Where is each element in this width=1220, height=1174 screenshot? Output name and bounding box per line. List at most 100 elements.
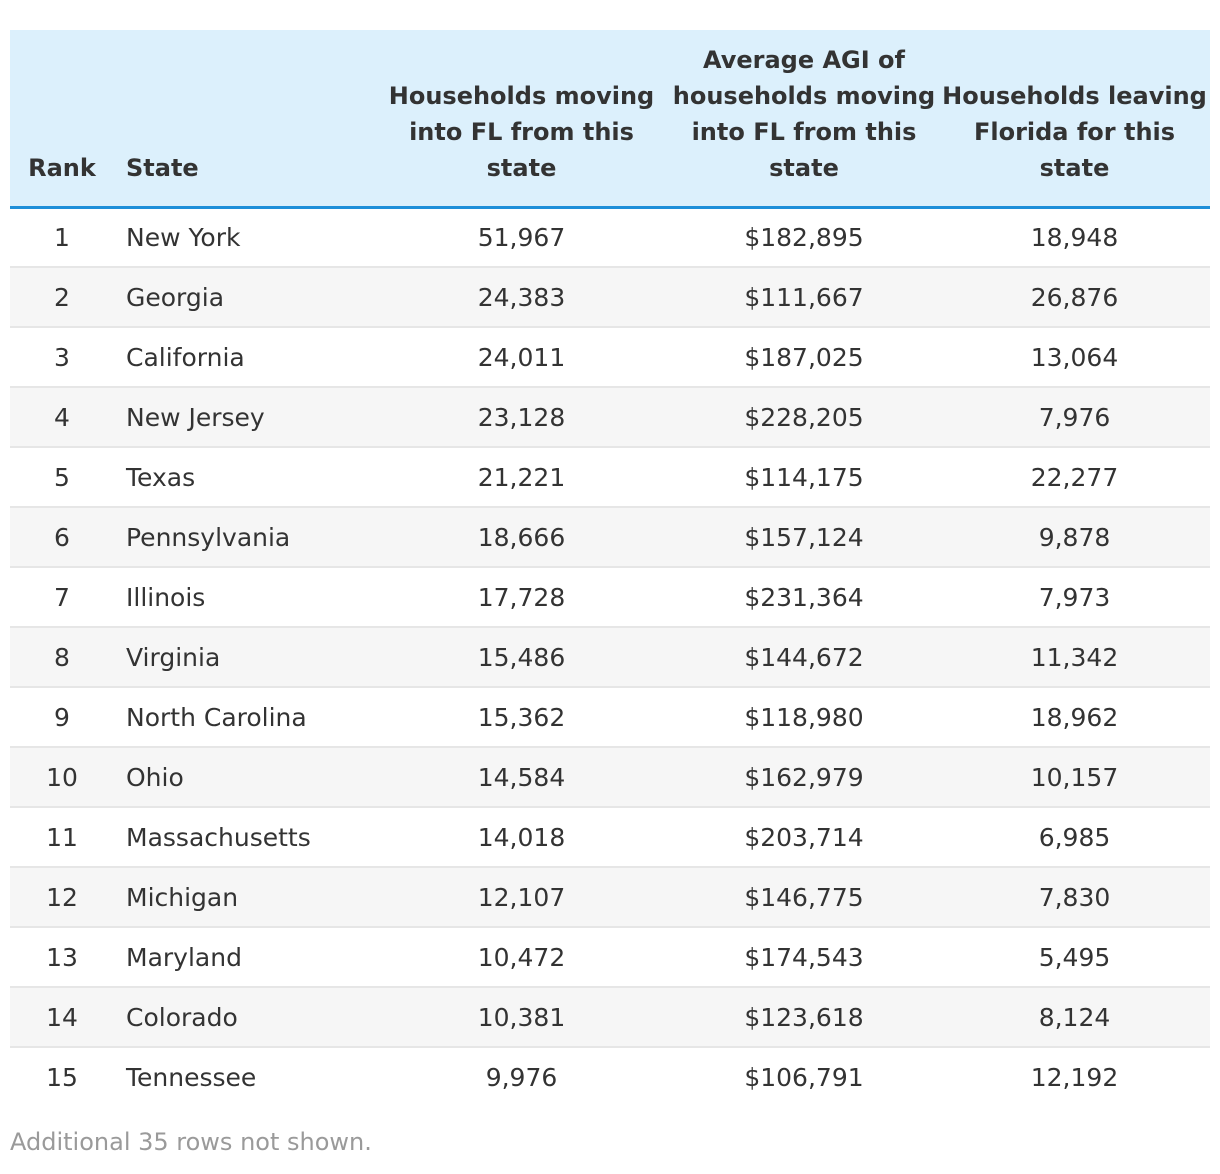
cell-leaving: 26,876 bbox=[939, 267, 1210, 328]
cell-moving-in: 10,381 bbox=[374, 987, 669, 1048]
table-body: 1 New York 51,967 $182,895 18,948 2 Georgia 24,… bbox=[10, 207, 1210, 1107]
cell-rank: 10 bbox=[10, 747, 114, 808]
cell-average-agi: $123,618 bbox=[669, 987, 939, 1048]
table-header: Rank State Households moving into FL fro… bbox=[10, 30, 1210, 209]
header-rank[interactable]: Rank bbox=[10, 30, 114, 209]
cell-moving-in: 14,018 bbox=[374, 807, 669, 868]
cell-state: Illinois bbox=[114, 567, 374, 628]
cell-rank: 1 bbox=[10, 207, 114, 268]
cell-average-agi: $118,980 bbox=[669, 687, 939, 748]
cell-leaving: 8,124 bbox=[939, 987, 1210, 1048]
cell-rank: 4 bbox=[10, 387, 114, 448]
cell-rank: 5 bbox=[10, 447, 114, 508]
table-row: 14 Colorado 10,381 $123,618 8,124 bbox=[10, 987, 1210, 1048]
cell-average-agi: $203,714 bbox=[669, 807, 939, 868]
cell-average-agi: $182,895 bbox=[669, 207, 939, 268]
cell-rank: 7 bbox=[10, 567, 114, 628]
migration-table: Rank State Households moving into FL fro… bbox=[10, 30, 1210, 1107]
cell-moving-in: 24,383 bbox=[374, 267, 669, 328]
cell-moving-in: 24,011 bbox=[374, 327, 669, 388]
cell-rank: 6 bbox=[10, 507, 114, 568]
cell-average-agi: $228,205 bbox=[669, 387, 939, 448]
header-average-agi[interactable]: Average AGI of households moving into FL… bbox=[669, 30, 939, 209]
cell-moving-in: 23,128 bbox=[374, 387, 669, 448]
cell-rank: 15 bbox=[46, 1063, 78, 1092]
table-row: 9 North Carolina 15,362 $118,980 18,962 bbox=[10, 687, 1210, 748]
cell-leaving: 5,495 bbox=[939, 927, 1210, 988]
cell-state: Virginia bbox=[114, 627, 374, 688]
cell-moving-in: 18,666 bbox=[374, 507, 669, 568]
table-row: 1 New York 51,967 $182,895 18,948 bbox=[10, 207, 1210, 268]
cell-rank: 11 bbox=[10, 807, 114, 868]
cell-leaving: 7,976 bbox=[939, 387, 1210, 448]
cell-rank: 12 bbox=[10, 867, 114, 928]
cell-leaving: 6,985 bbox=[939, 807, 1210, 868]
cell-state: Maryland bbox=[114, 927, 374, 988]
cell-leaving: 9,878 bbox=[939, 507, 1210, 568]
cell-rank: 2 bbox=[10, 267, 114, 328]
cell-average-agi: $231,364 bbox=[669, 567, 939, 628]
cell-rank: 8 bbox=[10, 627, 114, 688]
cell-state: Tennessee bbox=[126, 1063, 257, 1092]
header-state[interactable]: State bbox=[114, 30, 374, 209]
table-row: 12 Michigan 12,107 $146,775 7,830 bbox=[10, 867, 1210, 928]
footnote: Additional 35 rows not shown. bbox=[10, 1128, 372, 1156]
data-table-container: Rank State Households moving into FL fro… bbox=[10, 30, 1210, 1107]
header-moving-in[interactable]: Households moving into FL from this stat… bbox=[374, 30, 669, 209]
cell-average-agi: $111,667 bbox=[669, 267, 939, 328]
cell-leaving: 18,962 bbox=[939, 687, 1210, 748]
cell-leaving: 12,192 bbox=[1030, 1063, 1119, 1092]
table-row: 3 California 24,011 $187,025 13,064 bbox=[10, 327, 1210, 388]
cell-average-agi: $187,025 bbox=[669, 327, 939, 388]
cell-leaving: 10,157 bbox=[939, 747, 1210, 808]
header-leaving[interactable]: Households leaving Florida for this stat… bbox=[939, 30, 1210, 209]
cell-average-agi: $114,175 bbox=[669, 447, 939, 508]
cell-state: Texas bbox=[114, 447, 374, 508]
cell-leaving: 22,277 bbox=[939, 447, 1210, 508]
cell-leaving: 7,830 bbox=[939, 867, 1210, 928]
header-row: Rank State Households moving into FL fro… bbox=[10, 30, 1210, 209]
cell-moving-in: 10,472 bbox=[374, 927, 669, 988]
cell-moving-in: 14,584 bbox=[374, 747, 669, 808]
cell-state: New Jersey bbox=[114, 387, 374, 448]
cell-state: Ohio bbox=[114, 747, 374, 808]
cell-state: California bbox=[114, 327, 374, 388]
cell-average-agi: $162,979 bbox=[669, 747, 939, 808]
cell-leaving: 7,973 bbox=[939, 567, 1210, 628]
cell-rank: 9 bbox=[10, 687, 114, 748]
cell-state: Georgia bbox=[114, 267, 374, 328]
table-row: 10 Ohio 14,584 $162,979 10,157 bbox=[10, 747, 1210, 808]
table-row: 11 Massachusetts 14,018 $203,714 6,985 bbox=[10, 807, 1210, 868]
table-row: 15 Tennessee 9,976 $106,791 12,192 bbox=[10, 1047, 1210, 1107]
table-row: 2 Georgia 24,383 $111,667 26,876 bbox=[10, 267, 1210, 328]
cell-average-agi: $144,672 bbox=[669, 627, 939, 688]
cell-moving-in: 17,728 bbox=[374, 567, 669, 628]
cell-leaving: 18,948 bbox=[939, 207, 1210, 268]
cell-moving-in: 9,976 bbox=[485, 1063, 558, 1092]
cell-state: North Carolina bbox=[114, 687, 374, 748]
table-row: 4 New Jersey 23,128 $228,205 7,976 bbox=[10, 387, 1210, 448]
cell-rank: 14 bbox=[10, 987, 114, 1048]
cell-average-agi: $106,791 bbox=[744, 1063, 864, 1092]
cell-state: New York bbox=[114, 207, 374, 268]
table-row: 5 Texas 21,221 $114,175 22,277 bbox=[10, 447, 1210, 508]
table-row: 6 Pennsylvania 18,666 $157,124 9,878 bbox=[10, 507, 1210, 568]
cell-moving-in: 15,486 bbox=[374, 627, 669, 688]
cell-leaving: 11,342 bbox=[939, 627, 1210, 688]
cell-state: Massachusetts bbox=[114, 807, 374, 868]
cell-moving-in: 21,221 bbox=[374, 447, 669, 508]
cell-rank: 13 bbox=[10, 927, 114, 988]
cell-average-agi: $146,775 bbox=[669, 867, 939, 928]
cell-state: Colorado bbox=[114, 987, 374, 1048]
cell-average-agi: $157,124 bbox=[669, 507, 939, 568]
cell-state: Pennsylvania bbox=[114, 507, 374, 568]
cell-leaving: 13,064 bbox=[939, 327, 1210, 388]
table-row: 7 Illinois 17,728 $231,364 7,973 bbox=[10, 567, 1210, 628]
cell-moving-in: 51,967 bbox=[374, 207, 669, 268]
cell-rank: 3 bbox=[10, 327, 114, 388]
cell-moving-in: 12,107 bbox=[374, 867, 669, 928]
table-row: 8 Virginia 15,486 $144,672 11,342 bbox=[10, 627, 1210, 688]
cell-state: Michigan bbox=[114, 867, 374, 928]
cell-average-agi: $174,543 bbox=[669, 927, 939, 988]
cell-moving-in: 15,362 bbox=[374, 687, 669, 748]
